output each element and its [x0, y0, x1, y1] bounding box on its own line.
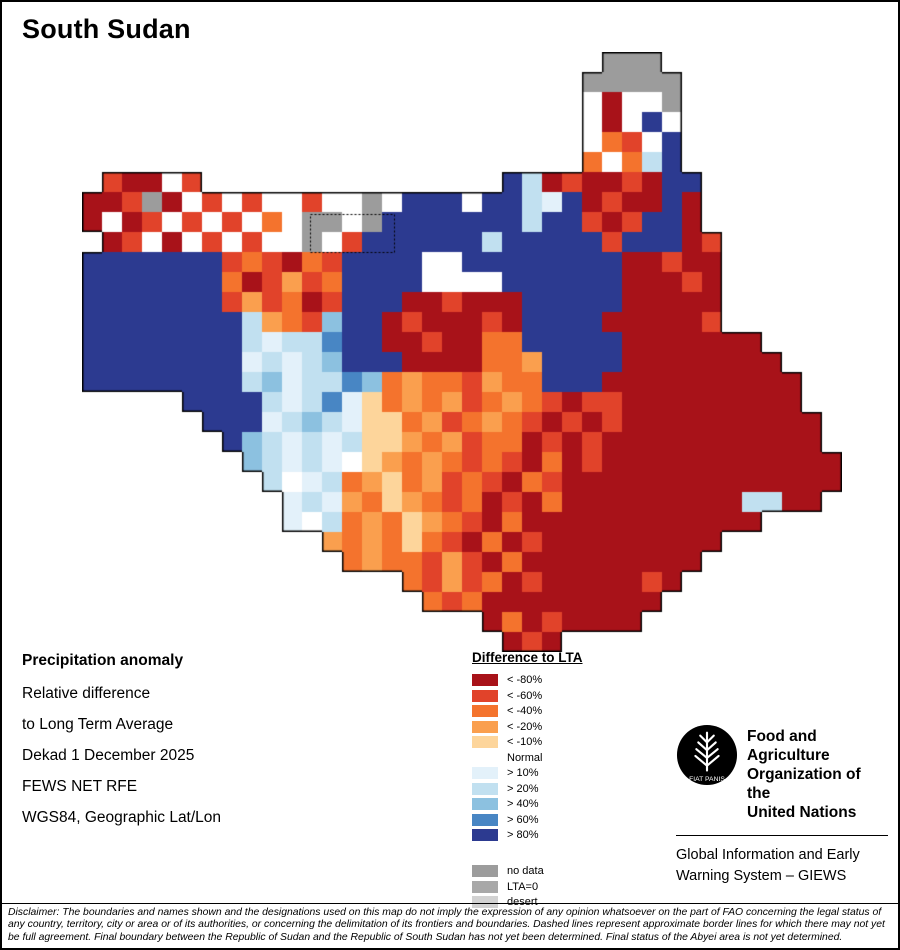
info-line: Relative difference: [22, 685, 151, 702]
legend-label: < -20%: [507, 720, 543, 733]
legend-title: Difference to LTA: [472, 650, 583, 665]
fao-org-line: Organization of the: [747, 766, 861, 802]
info-line: FEWS NET RFE: [22, 778, 138, 795]
legend-item: no data: [472, 865, 642, 877]
giews-line: Global Information and Early: [676, 847, 860, 863]
map-canvas: [82, 52, 842, 652]
legend-item: > 20%: [472, 782, 642, 795]
legend-item: LTA=0: [472, 880, 642, 893]
info-line: WGS84, Geographic Lat/Lon: [22, 809, 222, 826]
legend-swatch: [472, 705, 498, 717]
fao-emblem-icon: FIAT PANIS: [676, 724, 738, 786]
disclaimer: Disclaimer: The boundaries and names sho…: [2, 903, 898, 948]
legend-label: > 10%: [507, 767, 539, 779]
legend-label: < -60%: [507, 689, 543, 702]
legend-items: < -80% < -60% < -40% < -20% < -10% Normal > 10…: [472, 674, 642, 908]
legend-label: > 40%: [507, 798, 539, 810]
fao-header: FIAT PANIS Food and Agriculture Organiza…: [676, 724, 888, 822]
legend-label: Normal: [507, 751, 543, 764]
legend-label: < -80%: [507, 674, 543, 686]
legend-swatch: [472, 782, 498, 795]
info-line: Dekad 1 December 2025: [22, 747, 195, 764]
legend-label: > 20%: [507, 782, 539, 795]
info-heading: Precipitation anomaly: [22, 652, 184, 669]
legend-item: < -80%: [472, 674, 642, 686]
fao-block: FIAT PANIS Food and Agriculture Organiza…: [676, 724, 888, 887]
legend-swatch: [472, 896, 498, 908]
legend-swatch: [472, 736, 498, 748]
legend-swatch: [472, 813, 498, 826]
legend-label: desert: [507, 896, 538, 908]
legend-label: < -10%: [507, 736, 543, 748]
legend-swatch: [472, 674, 498, 686]
fao-org-name: Food and Agriculture Organization of the…: [747, 724, 888, 822]
fao-divider: [676, 835, 888, 836]
legend-label: > 60%: [507, 813, 539, 826]
giews-line: Warning System – GIEWS: [676, 868, 847, 884]
info-line: to Long Term Average: [22, 716, 174, 733]
legend-label: < -40%: [507, 705, 543, 717]
fao-org-line: United Nations: [747, 804, 857, 821]
legend-item: > 10%: [472, 767, 642, 779]
fao-org-line: Food and Agriculture: [747, 728, 830, 764]
giews-name: Global Information and Early Warning Sys…: [676, 845, 888, 887]
legend-item: desert: [472, 896, 642, 908]
legend-swatch: [472, 865, 498, 877]
legend: Difference to LTA < -80% < -60% < -40% < -2…: [472, 650, 642, 912]
legend-swatch: [472, 829, 498, 841]
legend-swatch: [472, 798, 498, 810]
legend-label: > 80%: [507, 829, 539, 841]
legend-swatch: [472, 689, 498, 702]
legend-swatch: [472, 720, 498, 733]
legend-item: < -40%: [472, 705, 642, 717]
legend-item: < -60%: [472, 689, 642, 702]
legend-swatch: [472, 767, 498, 779]
legend-label: no data: [507, 865, 544, 877]
legend-item: < -20%: [472, 720, 642, 733]
legend-swatch: [472, 880, 498, 893]
legend-label: LTA=0: [507, 880, 539, 893]
map-info-block: Precipitation anomaly Relative differenc…: [22, 652, 221, 840]
legend-item: > 40%: [472, 798, 642, 810]
page-title: South Sudan: [22, 14, 191, 44]
legend-item: > 80%: [472, 829, 642, 841]
legend-item: < -10%: [472, 736, 642, 748]
legend-item: > 60%: [472, 813, 642, 826]
legend-item: Normal: [472, 752, 642, 764]
fao-motto: FIAT PANIS: [689, 776, 725, 783]
